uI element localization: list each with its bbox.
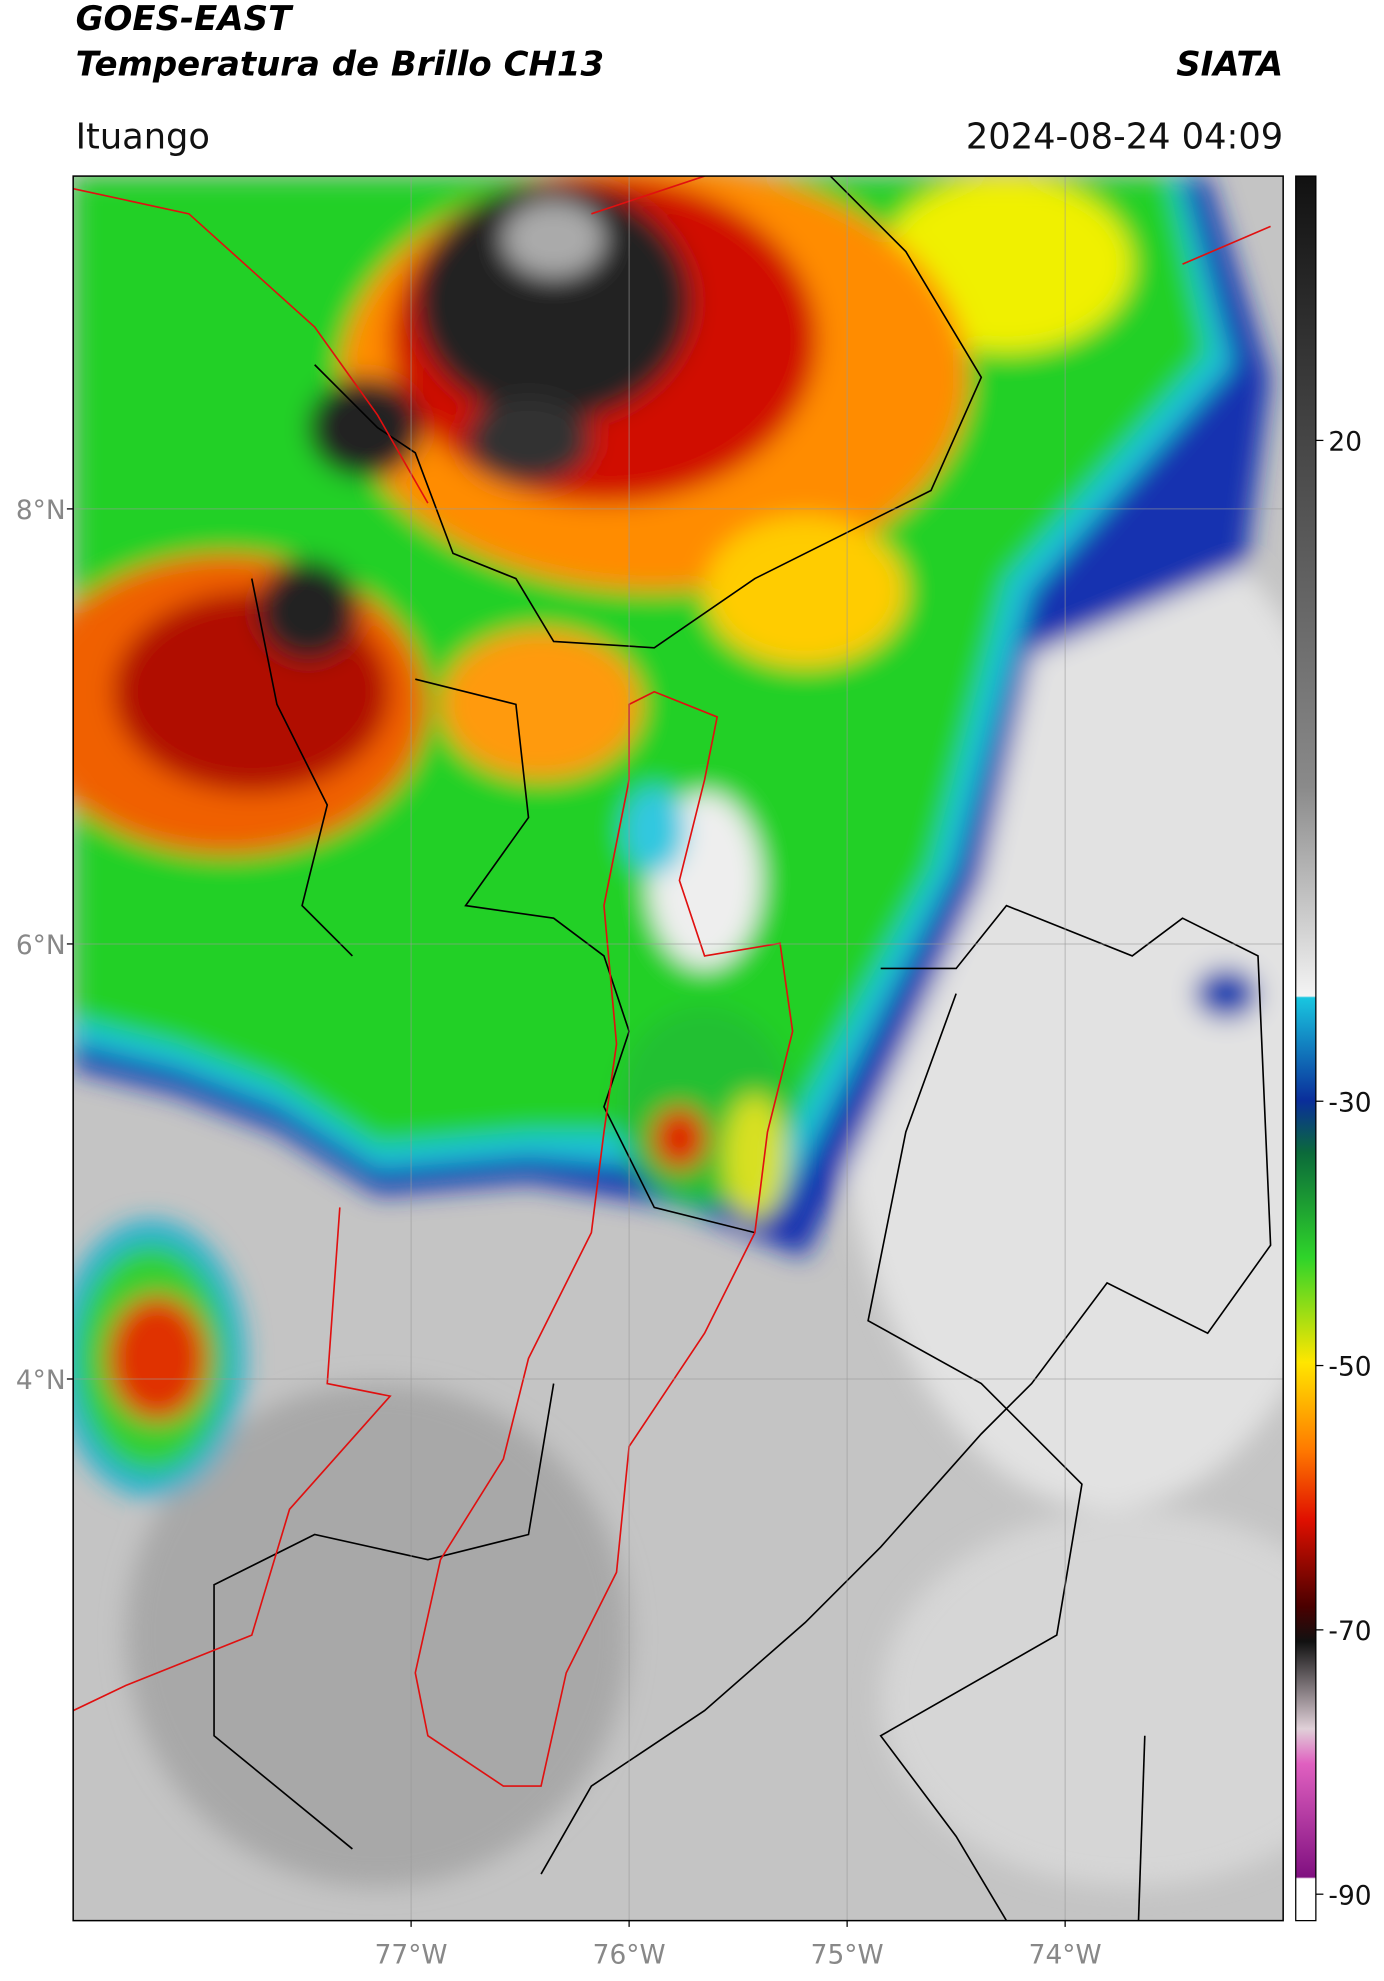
location: Ituango (76, 116, 210, 157)
colorbar-label: 20 (1328, 426, 1362, 457)
lon-label: 77°W (375, 1939, 448, 1970)
lat-label: 8°N (16, 495, 66, 526)
department-boundaries (73, 176, 1271, 1787)
admin-boundaries (213, 176, 1272, 1921)
map-frame (72, 175, 1284, 1922)
colorbar-label: -30 (1328, 1087, 1371, 1118)
lon-label: 75°W (811, 1939, 884, 1970)
graticule (73, 176, 1284, 1921)
brand: SIATA (1176, 44, 1283, 84)
colorbar-label: -70 (1328, 1616, 1371, 1647)
title: GOES-EAST (76, 0, 294, 39)
subtitle: Temperatura de Brillo CH13 (76, 44, 604, 84)
colorbar-label: -90 (1328, 1880, 1371, 1911)
lon-label: 76°W (593, 1939, 666, 1970)
lat-label: 6°N (16, 930, 66, 961)
colorbar (1295, 175, 1317, 1922)
timestamp: 2024-08-24 04:09 (966, 116, 1283, 157)
lat-label: 4°N (16, 1365, 66, 1396)
colorbar-label: -50 (1328, 1352, 1371, 1383)
satellite-image (73, 176, 1284, 1921)
lon-label: 74°W (1029, 1939, 1102, 1970)
